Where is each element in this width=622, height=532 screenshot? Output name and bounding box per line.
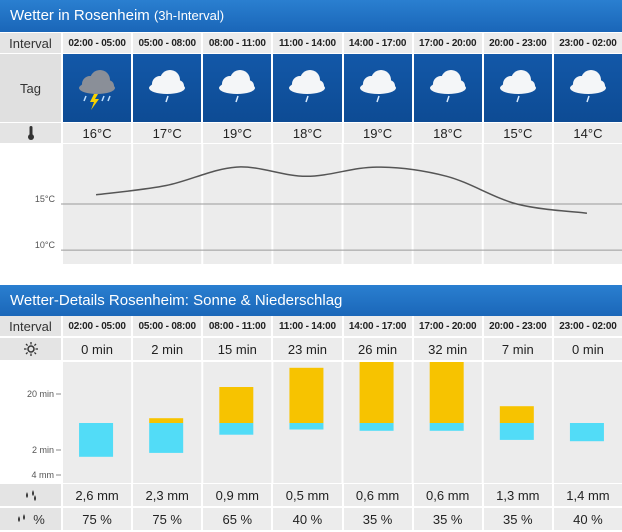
interval-cell: 05:00 - 08:00 <box>131 33 202 53</box>
precipitation-cell: 0,9 mm <box>201 484 272 506</box>
temperature-chart: 15°C 10°C <box>0 144 622 264</box>
temperature-cell: 17°C <box>131 123 202 143</box>
tag-label: Tag <box>0 54 61 122</box>
precipitation-bar <box>429 423 464 431</box>
cloud-rain-icon <box>411 54 482 122</box>
forecast-title: Wetter in Rosenheim (3h-Interval) <box>0 0 622 32</box>
sunshine-bar <box>289 367 324 423</box>
interval-cell: 11:00 - 14:00 <box>271 316 342 336</box>
sun-rain-chart: 20 min 2 min 4 mm <box>0 362 622 483</box>
probability-cell: 35 % <box>481 508 552 530</box>
temperature-cell: 15°C <box>481 123 552 143</box>
sunshine-cell: 15 min <box>201 338 272 360</box>
probability-cell: 65 % <box>201 508 272 530</box>
cloud-rain-icon <box>201 54 272 122</box>
precipitation-bar <box>359 423 394 431</box>
temperature-cell: 18°C <box>271 123 342 143</box>
temperature-cell: 14°C <box>551 123 622 143</box>
forecast-title-suffix: (3h-Interval) <box>153 8 225 23</box>
precipitation-bar <box>149 423 184 453</box>
interval-label: Interval <box>0 33 61 53</box>
sunshine-cell: 23 min <box>271 338 342 360</box>
interval-cell: 23:00 - 02:00 <box>551 33 622 53</box>
precipitation-cell: 2,3 mm <box>131 484 202 506</box>
forecast-temp-row: 16°C 17°C 19°C 18°C 19°C 18°C 15°C 14°C <box>0 123 622 143</box>
interval-cell: 08:00 - 11:00 <box>201 316 272 336</box>
interval-cell: 23:00 - 02:00 <box>551 316 622 336</box>
precipitation-cell: 0,6 mm <box>341 484 412 506</box>
sunshine-cell: 0 min <box>551 338 622 360</box>
cloud-rain-icon <box>131 54 202 122</box>
precipitation-cell: 0,5 mm <box>271 484 342 506</box>
thermometer-icon <box>0 123 61 143</box>
sunshine-cell: 26 min <box>341 338 412 360</box>
probability-cell: 35 % <box>341 508 412 530</box>
interval-cell: 17:00 - 20:00 <box>411 33 482 53</box>
sunshine-bar <box>429 362 464 423</box>
interval-cell: 08:00 - 11:00 <box>201 33 272 53</box>
sun-icon <box>0 338 61 360</box>
probability-unit: % <box>33 511 45 527</box>
details-title: Wetter-Details Rosenheim: Sonne & Nieder… <box>0 285 622 317</box>
precipitation-bar <box>289 423 324 430</box>
forecast-title-text: Wetter in Rosenheim <box>10 7 150 24</box>
temperature-cell: 16°C <box>61 123 132 143</box>
interval-cell: 14:00 - 17:00 <box>341 33 412 53</box>
temperature-cell: 19°C <box>341 123 412 143</box>
rain-probability-icon: % <box>0 508 61 530</box>
temperature-cell: 18°C <box>411 123 482 143</box>
interval-cell: 02:00 - 05:00 <box>61 316 132 336</box>
y-tick-label: 2 min <box>32 445 54 455</box>
y-tick-label: 15°C <box>35 194 56 204</box>
forecast-icon-row: Tag <box>0 54 622 122</box>
cloud-rain-icon <box>341 54 412 122</box>
sunshine-bar <box>149 418 184 423</box>
cloud-rain-icon <box>481 54 552 122</box>
forecast-panel: Wetter in Rosenheim (3h-Interval) Interv… <box>0 0 622 264</box>
precipitation-row: 2,6 mm 2,3 mm 0,9 mm 0,5 mm 0,6 mm 0,6 mm 1,3 … <box>0 484 622 506</box>
temperature-line <box>95 166 588 214</box>
precipitation-cell: 0,6 mm <box>411 484 482 506</box>
precipitation-cell: 1,4 mm <box>551 484 622 506</box>
cloud-rain-icon <box>271 54 342 122</box>
forecast-interval-row: Interval 02:00 - 05:00 05:00 - 08:00 08:00… <box>0 33 622 53</box>
y-tick-label: 10°C <box>35 240 56 250</box>
sunshine-row: 0 min 2 min 15 min 23 min 26 min 32 min 7 min 0… <box>0 338 622 360</box>
thunderstorm-icon <box>61 54 132 122</box>
interval-cell: 11:00 - 14:00 <box>271 33 342 53</box>
cloud-rain-icon <box>551 54 622 122</box>
interval-cell: 05:00 - 08:00 <box>131 316 202 336</box>
details-interval-row: Interval 02:00 - 05:00 05:00 - 08:00 08:00… <box>0 316 622 336</box>
precipitation-cell: 2,6 mm <box>61 484 132 506</box>
probability-cell: 35 % <box>411 508 482 530</box>
probability-cell: 75 % <box>61 508 132 530</box>
interval-cell: 17:00 - 20:00 <box>411 316 482 336</box>
interval-cell: 14:00 - 17:00 <box>341 316 412 336</box>
probability-cell: 40 % <box>271 508 342 530</box>
sunshine-cell: 32 min <box>411 338 482 360</box>
sunshine-cell: 2 min <box>131 338 202 360</box>
details-interval-label: Interval <box>0 316 61 336</box>
sunshine-bar <box>359 362 394 423</box>
y-tick-label: 20 min <box>27 389 54 399</box>
y-tick-label: 4 mm <box>32 470 55 480</box>
interval-cell: 02:00 - 05:00 <box>61 33 132 53</box>
rain-drops-icon <box>0 484 61 506</box>
details-panel: Wetter-Details Rosenheim: Sonne & Nieder… <box>0 285 622 532</box>
sunshine-bar <box>499 406 534 423</box>
precipitation-bar <box>219 423 254 435</box>
precipitation-bar <box>79 423 114 457</box>
probability-row: % 75 % 75 % 65 % 40 % 35 % 35 % 35 % 40 % <box>0 508 622 530</box>
sunshine-bar <box>219 387 254 423</box>
probability-cell: 75 % <box>131 508 202 530</box>
interval-cell: 20:00 - 23:00 <box>481 316 552 336</box>
precipitation-cell: 1,3 mm <box>481 484 552 506</box>
temperature-cell: 19°C <box>201 123 272 143</box>
precipitation-bar <box>499 423 534 440</box>
sunshine-cell: 7 min <box>481 338 552 360</box>
precipitation-bar <box>569 423 604 442</box>
probability-cell: 40 % <box>551 508 622 530</box>
interval-cell: 20:00 - 23:00 <box>481 33 552 53</box>
sunshine-cell: 0 min <box>61 338 132 360</box>
